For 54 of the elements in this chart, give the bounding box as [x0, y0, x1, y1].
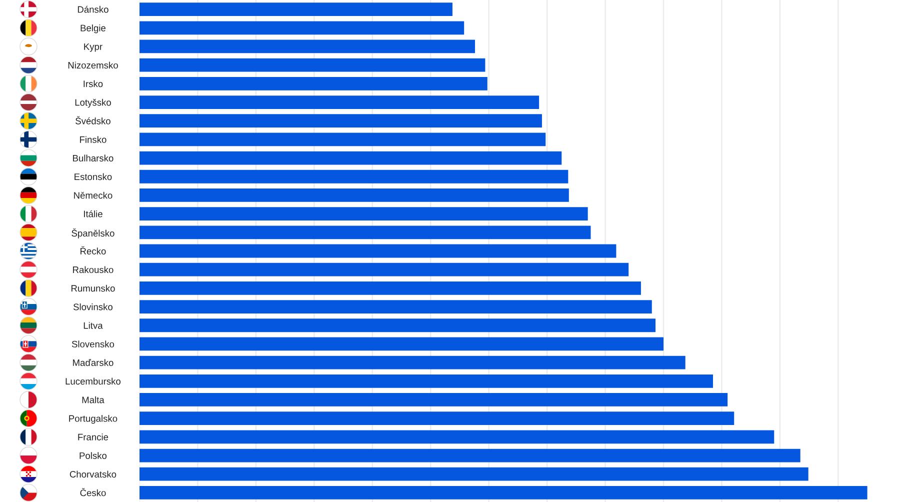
bar — [140, 300, 652, 314]
y-tick-label: Řecko — [80, 246, 106, 254]
y-tick-label: Litva — [84, 322, 103, 329]
y-tick-label: Německo — [74, 192, 112, 199]
bar — [140, 393, 728, 406]
bar — [140, 207, 588, 221]
bar — [140, 170, 568, 184]
bar — [140, 76, 488, 90]
bar — [140, 262, 629, 276]
y-tick-label: Francie — [78, 434, 108, 440]
bar — [140, 448, 800, 462]
y-tick-label: Irsko — [84, 80, 103, 88]
bar — [140, 412, 734, 426]
bar — [140, 226, 591, 240]
y-tick-label: Lucembursko — [66, 378, 121, 385]
y-tick-label: Dánsko — [78, 6, 108, 13]
y-tick-label: Lotyšsko — [75, 98, 111, 108]
bar — [140, 132, 546, 146]
bar — [140, 356, 686, 370]
bar — [140, 21, 464, 35]
bar — [140, 96, 540, 109]
y-tick-label: Estonsko — [74, 173, 112, 180]
bar — [140, 2, 452, 16]
bar — [140, 374, 714, 388]
y-tick-label: Slovensko — [72, 340, 114, 348]
bar — [140, 244, 616, 258]
y-tick-label: Nizozemsko — [68, 62, 118, 69]
y-tick-label: Belgie — [80, 24, 106, 34]
bar — [140, 430, 774, 444]
y-tick-label: Španělsko — [72, 228, 114, 238]
y-tick-label: Finsko — [80, 136, 106, 143]
y-tick-label: Kypr — [84, 43, 102, 52]
bar — [140, 114, 542, 128]
bar — [140, 486, 868, 500]
bar — [140, 337, 664, 351]
y-tick-label: Itálie — [84, 210, 102, 218]
bar — [140, 281, 641, 295]
y-tick-label: Švédsko — [76, 116, 110, 124]
bar — [140, 58, 486, 72]
y-tick-label: Slovinsko — [73, 303, 112, 310]
y-tick-label: Portugalsko — [69, 414, 118, 424]
bar — [140, 188, 569, 202]
y-tick-label: Polsko — [80, 452, 107, 459]
y-tick-label: Rakousko — [73, 266, 114, 274]
y-tick-label: Chorvatsko — [70, 470, 116, 478]
y-tick-label: Bulharsko — [73, 154, 114, 162]
bar — [140, 40, 476, 54]
y-tick-label: Maďarsko — [73, 359, 114, 366]
y-tick-label: Česko — [80, 488, 106, 496]
bar — [140, 467, 808, 481]
y-tick-label: Malta — [82, 396, 104, 404]
y-tick-label: Rumunsko — [71, 284, 115, 292]
bar — [140, 318, 656, 332]
bar — [140, 151, 562, 165]
